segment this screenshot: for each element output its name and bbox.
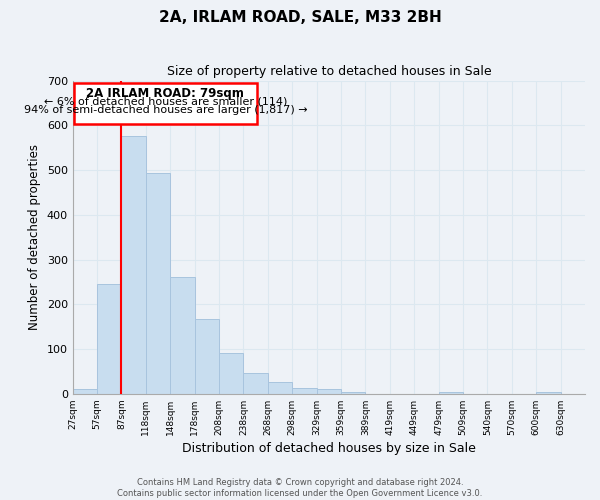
Bar [292,388,317,394]
X-axis label: Distribution of detached houses by size in Sale: Distribution of detached houses by size … [182,442,476,455]
Title: Size of property relative to detached houses in Sale: Size of property relative to detached ho… [167,65,491,78]
Bar [341,392,365,394]
Bar [146,173,170,394]
Bar [194,318,219,394]
Text: 2A, IRLAM ROAD, SALE, M33 2BH: 2A, IRLAM ROAD, SALE, M33 2BH [158,10,442,25]
Text: 94% of semi-detached houses are larger (1,817) →: 94% of semi-detached houses are larger (… [23,105,307,115]
Bar [244,373,268,394]
Text: 2A IRLAM ROAD: 79sqm: 2A IRLAM ROAD: 79sqm [86,88,244,101]
Bar [170,278,194,394]
Bar [121,136,146,394]
Text: Contains HM Land Registry data © Crown copyright and database right 2024.
Contai: Contains HM Land Registry data © Crown c… [118,478,482,498]
Bar [73,390,97,394]
Bar [219,352,244,394]
Bar [268,382,292,394]
Bar [97,284,121,394]
Y-axis label: Number of detached properties: Number of detached properties [28,144,41,330]
Bar [439,392,463,394]
Bar [317,390,341,394]
Bar [74,83,257,124]
Text: ← 6% of detached houses are smaller (114): ← 6% of detached houses are smaller (114… [44,96,287,106]
Bar [536,392,560,394]
